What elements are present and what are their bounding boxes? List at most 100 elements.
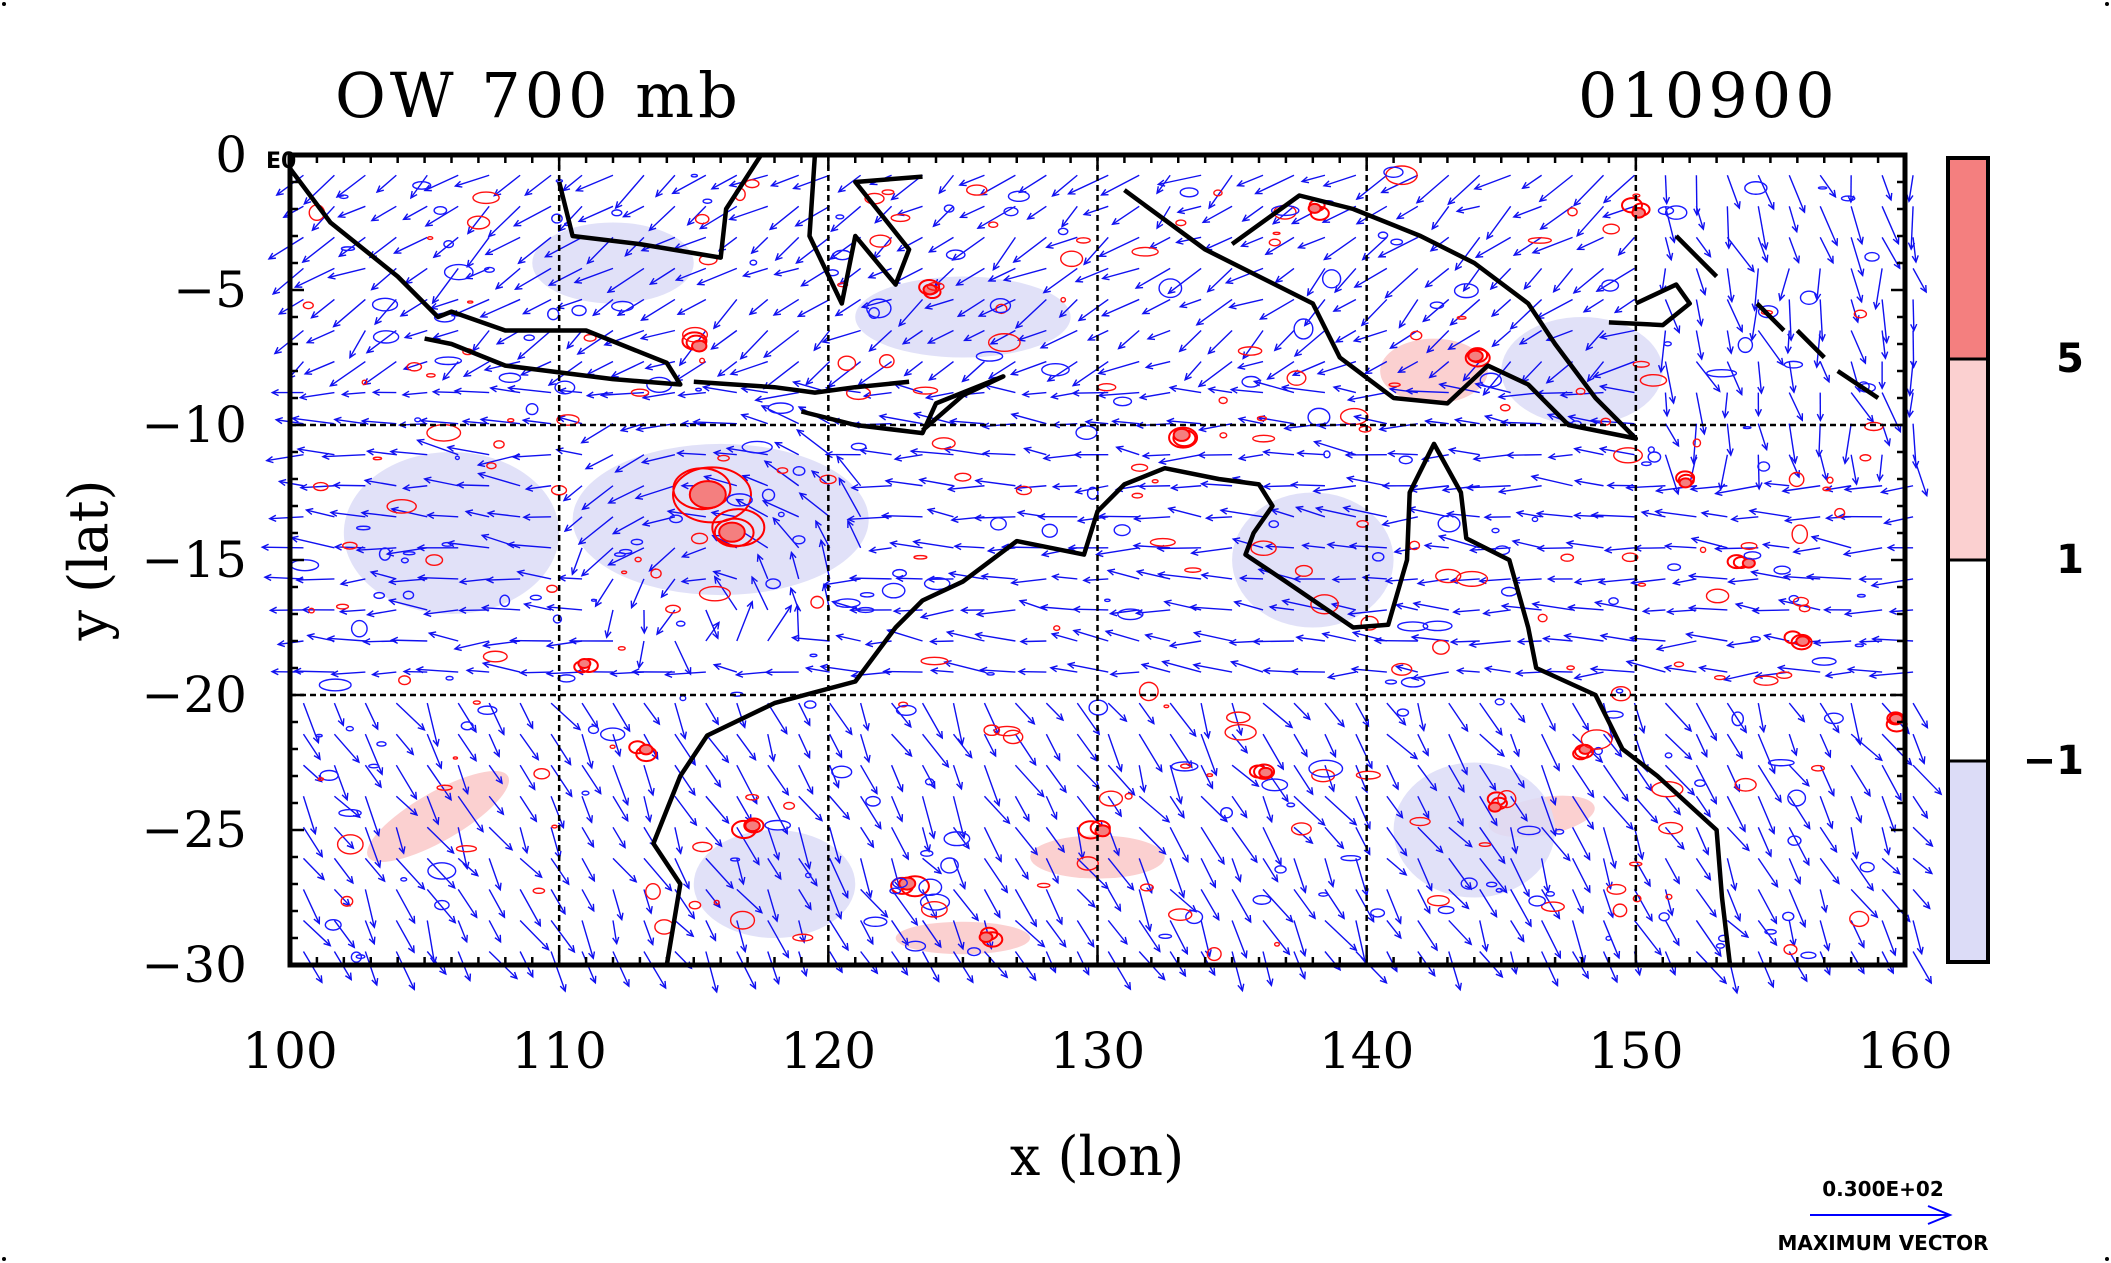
wind-vector-head xyxy=(1447,197,1456,206)
wind-vector xyxy=(775,442,800,456)
wind-vector-head xyxy=(1344,451,1353,459)
wind-vector xyxy=(547,640,583,647)
wind-vector xyxy=(1073,629,1109,642)
wind-vector xyxy=(1603,174,1635,203)
map-panel xyxy=(260,152,1943,995)
positive-contour xyxy=(1776,671,1793,680)
wind-vector-head xyxy=(494,282,504,290)
wind-vector-head xyxy=(687,911,696,920)
wind-vector xyxy=(1263,451,1295,456)
wind-vector xyxy=(457,827,468,869)
positive-contour xyxy=(1432,639,1450,655)
wind-vector xyxy=(1757,174,1775,210)
wind-vector-head xyxy=(1763,480,1772,488)
vector-legend-value: 0.300E+02 xyxy=(1822,1177,1944,1201)
negative-contour xyxy=(1491,527,1500,534)
wind-vector xyxy=(1763,543,1790,549)
wind-vector-head xyxy=(1387,449,1396,458)
wind-vector-head xyxy=(1251,637,1261,646)
wind-vector xyxy=(1324,733,1337,757)
wind-vector xyxy=(518,236,552,264)
wind-vector-head xyxy=(547,279,557,286)
wind-vector xyxy=(1313,485,1356,492)
wind-vector xyxy=(1448,795,1464,826)
wind-vector xyxy=(1231,388,1264,394)
wind-vector-head xyxy=(712,631,719,640)
wind-vector xyxy=(1138,765,1145,792)
wind-vector xyxy=(550,795,565,828)
negative-contour xyxy=(1731,711,1745,727)
wind-vector xyxy=(1726,764,1740,792)
wind-vector-head xyxy=(926,337,936,344)
wind-vector-head xyxy=(1490,818,1498,827)
wind-vector xyxy=(1282,600,1326,611)
wind-vector xyxy=(913,540,954,549)
wind-vector xyxy=(1523,267,1543,290)
wind-vector-head xyxy=(311,223,320,232)
wind-vector xyxy=(1850,796,1862,823)
wind-vector-head xyxy=(1251,779,1260,788)
wind-vector xyxy=(467,669,490,673)
wind-vector xyxy=(767,889,778,922)
wind-vector-head xyxy=(624,248,633,257)
wind-vector xyxy=(483,662,521,673)
wind-vector xyxy=(1667,609,1697,613)
wind-vector xyxy=(1417,858,1433,891)
wind-vector xyxy=(1107,569,1140,580)
wind-vector xyxy=(1293,733,1308,757)
wind-vector xyxy=(515,267,552,290)
wind-vector xyxy=(1324,858,1334,887)
wind-vector-head xyxy=(1095,549,1104,558)
x-tick-label: 100 xyxy=(242,1022,337,1080)
positive-contour xyxy=(1783,944,1798,956)
wind-vector-head xyxy=(1565,540,1574,548)
wind-vector-head xyxy=(349,350,357,359)
wind-vector-head xyxy=(562,493,571,502)
wind-vector-head xyxy=(1601,211,1611,219)
wind-vector-head xyxy=(1026,212,1035,220)
wind-vector-head xyxy=(614,465,623,473)
wind-vector xyxy=(977,609,1016,616)
negative-contour xyxy=(940,857,959,874)
wind-vector xyxy=(1695,702,1717,741)
wind-vector xyxy=(1543,637,1573,642)
wind-vector xyxy=(749,298,769,315)
wind-vector-head xyxy=(299,483,308,492)
wind-vector-head xyxy=(271,287,281,296)
negative-contour xyxy=(863,916,888,928)
wind-vector-head xyxy=(1637,851,1645,861)
wind-vector-head xyxy=(526,969,534,979)
wind-vector xyxy=(1180,298,1202,308)
wind-vector xyxy=(796,429,831,456)
wind-vector-head xyxy=(623,723,631,733)
wind-vector-head xyxy=(1464,937,1473,946)
wind-vector-head xyxy=(1114,903,1122,913)
negative-contour xyxy=(318,678,352,692)
wind-vector-head xyxy=(1326,541,1335,549)
wind-vector xyxy=(1788,889,1806,927)
negative-contour xyxy=(1429,301,1445,310)
wind-vector-head xyxy=(1355,192,1364,201)
wind-vector-head xyxy=(1353,280,1362,288)
wind-vector-head xyxy=(1734,602,1744,610)
positive-contour xyxy=(452,756,459,760)
wind-vector-head xyxy=(1210,767,1218,777)
wind-vector-head xyxy=(1087,939,1095,948)
wind-vector xyxy=(1664,175,1668,204)
wind-vector xyxy=(1076,702,1100,735)
wind-vector xyxy=(869,329,893,352)
wind-vector xyxy=(704,475,738,487)
negative-contour xyxy=(1545,890,1556,897)
wind-vector-head xyxy=(1207,386,1216,394)
wind-vector xyxy=(729,205,768,221)
wind-vector-head xyxy=(760,405,770,412)
wind-vector xyxy=(336,174,366,198)
wind-vector xyxy=(1881,764,1902,801)
wind-vector-head xyxy=(1037,939,1046,948)
wind-vector-head xyxy=(1687,787,1696,796)
wind-vector-head xyxy=(1483,513,1492,521)
wind-vector xyxy=(581,733,593,768)
wind-vector-head xyxy=(1355,217,1365,225)
coastline xyxy=(1755,301,1786,333)
wind-vector-head xyxy=(592,308,601,317)
